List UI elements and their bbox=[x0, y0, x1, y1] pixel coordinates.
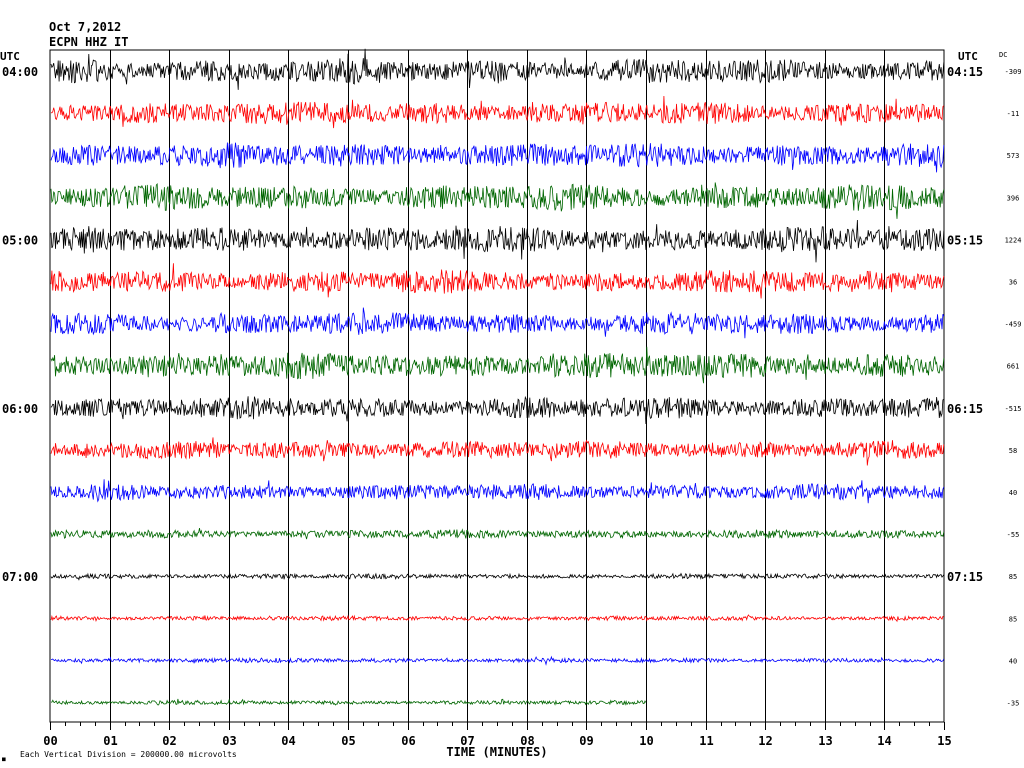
trace-line bbox=[50, 182, 945, 219]
dc-offset-label: -55 bbox=[1007, 531, 1020, 539]
trace-line bbox=[50, 528, 945, 540]
x-tick-label: 10 bbox=[639, 734, 653, 748]
left-hour-label: 04:00 bbox=[2, 65, 38, 79]
left-hour-label: 05:00 bbox=[2, 233, 38, 247]
dc-offset-label: 40 bbox=[1009, 657, 1017, 665]
right-hour-label: 04:15 bbox=[947, 65, 983, 79]
dc-offset-label: -35 bbox=[1007, 700, 1020, 708]
x-axis-ticks: 00 01 02 03 04 05 06 07 08 09 10 11 12 13 14 15 bbox=[43, 722, 952, 748]
trace-line bbox=[50, 614, 944, 623]
left-hour-label: 07:00 bbox=[2, 570, 38, 584]
left-hour-label: 06:00 bbox=[2, 402, 38, 416]
trace-line bbox=[50, 395, 945, 425]
dc-offset-label: -515 bbox=[1005, 405, 1022, 413]
grid-lines bbox=[49, 49, 945, 723]
x-tick-label: 02 bbox=[162, 734, 176, 748]
x-tick-label: 08 bbox=[520, 734, 534, 748]
x-tick-label: 06 bbox=[401, 734, 415, 748]
left-timezone-label: UTC bbox=[0, 50, 20, 63]
x-tick-label: 13 bbox=[818, 734, 832, 748]
chart-labels: Oct 7,2012 ECPN HHZ IT UTC UTC DC TIME (… bbox=[0, 20, 1007, 763]
right-hour-label: 06:15 bbox=[947, 402, 983, 416]
dc-offset-label: 36 bbox=[1009, 279, 1017, 287]
dc-offset-label: 58 bbox=[1009, 447, 1017, 455]
x-tick-label: 15 bbox=[937, 734, 951, 748]
x-tick-label: 01 bbox=[103, 734, 117, 748]
right-timezone-label: UTC bbox=[958, 50, 978, 63]
dc-offset-label: -11 bbox=[1007, 110, 1020, 118]
dc-offset-label: 573 bbox=[1007, 152, 1020, 160]
trace-line bbox=[50, 48, 945, 90]
seismic-traces bbox=[50, 48, 945, 706]
x-tick-label: 14 bbox=[877, 734, 891, 748]
trace-line bbox=[50, 698, 647, 706]
station-name: ECPN HHZ IT bbox=[49, 35, 128, 49]
trace-line bbox=[50, 655, 945, 666]
dc-offset-label: 661 bbox=[1007, 363, 1020, 371]
dc-column-label: DC bbox=[999, 51, 1007, 59]
row-labels: -309 -11 573 396 1224 36 -459 661 -515 58 40 -55 85 8… bbox=[2, 65, 1021, 708]
right-hour-label: 05:15 bbox=[947, 233, 983, 247]
dc-offset-label: 85 bbox=[1009, 573, 1017, 581]
dc-offset-label: -309 bbox=[1005, 68, 1022, 76]
x-tick-label: 04 bbox=[281, 734, 295, 748]
x-tick-label: 03 bbox=[222, 734, 236, 748]
trace-line bbox=[50, 263, 945, 299]
x-tick-label: 07 bbox=[460, 734, 474, 748]
footer-mark: ■ bbox=[2, 756, 6, 763]
dc-offset-label: 85 bbox=[1009, 615, 1017, 623]
x-tick-label: 00 bbox=[43, 734, 57, 748]
chart-date: Oct 7,2012 bbox=[49, 20, 121, 34]
trace-line bbox=[50, 142, 945, 173]
trace-line bbox=[50, 346, 945, 384]
x-tick-label: 12 bbox=[758, 734, 772, 748]
trace-line bbox=[50, 95, 945, 129]
x-tick-label: 11 bbox=[699, 734, 713, 748]
vertical-division-note: Each Vertical Division = 200000.00 micro… bbox=[20, 750, 237, 759]
trace-line bbox=[50, 437, 945, 466]
trace-line bbox=[50, 307, 945, 339]
dc-offset-label: 40 bbox=[1009, 489, 1017, 497]
x-tick-label: 09 bbox=[579, 734, 593, 748]
right-hour-label: 07:15 bbox=[947, 570, 983, 584]
dc-offset-label: 396 bbox=[1007, 194, 1020, 202]
trace-line bbox=[50, 219, 945, 263]
dc-offset-label: -459 bbox=[1005, 321, 1022, 329]
trace-line bbox=[50, 572, 945, 581]
x-axis-label: TIME (MINUTES) bbox=[446, 745, 547, 759]
trace-line bbox=[50, 479, 945, 504]
x-tick-label: 05 bbox=[341, 734, 355, 748]
dc-offset-label: 1224 bbox=[1005, 236, 1022, 244]
